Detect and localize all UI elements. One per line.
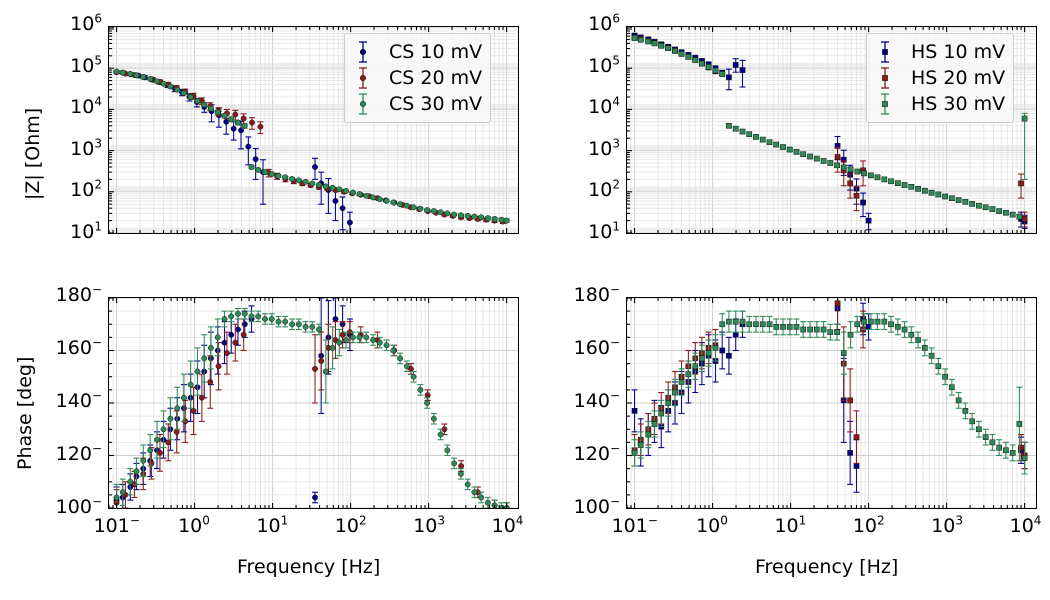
series-cs-20-mv	[113, 318, 510, 508]
xtick-right-3: 102	[852, 513, 885, 537]
ytick-magnitude-5: 101	[70, 219, 102, 243]
legend-label: HS 10 mV	[911, 41, 1006, 63]
cs-magnitude-plot-area	[109, 27, 518, 233]
xtick-left-4: 103	[413, 513, 446, 537]
tick-marks	[109, 27, 508, 233]
ytick-phase-3: 120−	[55, 441, 102, 465]
panel-cs-phase	[108, 297, 519, 509]
panel-hs-magnitude	[626, 26, 1037, 234]
legend-cs-entry-2[interactable]: CS 30 mV	[351, 91, 482, 117]
ytick-magnitude-right-2: 104	[588, 94, 620, 119]
tick-marks	[109, 298, 508, 508]
xtick-right-2: 101	[774, 513, 807, 537]
ytick-magnitude-right-3: 103	[588, 136, 620, 160]
hs-phase-plot-area	[627, 298, 1036, 508]
legend-marker-icon	[873, 39, 907, 65]
panel-hs-phase	[626, 297, 1037, 509]
legend-marker-icon	[351, 65, 385, 91]
legend-label: HS 20 mV	[911, 67, 1006, 89]
legend-label: HS 30 mV	[911, 93, 1006, 115]
series-cs-30-mv	[113, 68, 510, 224]
x-axis-label-left: Frequency [Hz]	[237, 556, 381, 578]
legend-label: CS 20 mV	[389, 67, 483, 89]
ytick-magnitude-1: 105	[70, 53, 102, 77]
tick-marks	[627, 27, 1026, 233]
legend-hs[interactable]: HS 10 mV HS 20 mV HS 30 mV	[866, 33, 1015, 123]
xtick-left-3: 102	[334, 513, 367, 537]
hs-magnitude-plot-area	[627, 27, 1036, 233]
xtick-right-5: 104	[1009, 513, 1042, 537]
ytick-magnitude-0: 106	[70, 11, 102, 35]
ytick-phase-right-3: 120−	[573, 441, 620, 465]
ytick-phase-4: 100−	[55, 494, 102, 518]
tick-marks	[627, 298, 1026, 508]
y-axis-label-phase: Phase [deg]	[14, 356, 36, 470]
ytick-phase-right-4: 100−	[573, 494, 620, 518]
xtick-left-1: 100	[178, 513, 210, 537]
ytick-magnitude-right-4: 102	[588, 178, 620, 202]
ytick-phase-0: 180−	[55, 282, 102, 306]
xtick-left-5: 104	[491, 513, 524, 537]
legend-label: CS 30 mV	[389, 93, 483, 115]
ytick-magnitude-right-0: 106	[588, 11, 620, 35]
y-axis-label-magnitude: |Z| [Ohm]	[22, 107, 44, 200]
ytick-phase-1: 160−	[55, 335, 102, 359]
legend-marker-icon	[351, 39, 385, 65]
ytick-phase-2: 140−	[55, 388, 102, 412]
legend-cs-entry-0[interactable]: CS 10 mV	[351, 39, 482, 65]
ytick-magnitude-2: 104	[70, 94, 102, 119]
x-axis-label-right: Frequency [Hz]	[755, 556, 899, 578]
ytick-magnitude-4: 102	[70, 178, 102, 202]
ytick-magnitude-right-5: 101	[588, 219, 620, 243]
xtick-left-2: 101	[256, 513, 289, 537]
series-hs-10-mv	[631, 298, 1028, 493]
xtick-left-0: 101−	[93, 513, 140, 537]
cs-phase-plot-area	[109, 298, 518, 508]
legend-cs-entry-1[interactable]: CS 20 mV	[351, 65, 482, 91]
legend-hs-entry-0[interactable]: HS 10 mV	[873, 39, 1005, 65]
series-cs-30-mv	[113, 307, 510, 508]
legend-label: CS 10 mV	[389, 41, 483, 63]
legend-marker-icon	[873, 91, 907, 117]
legend-marker-icon	[351, 91, 385, 117]
xtick-right-1: 100	[696, 513, 728, 537]
ytick-phase-right-2: 140−	[573, 388, 620, 412]
xtick-right-4: 103	[931, 513, 964, 537]
ytick-magnitude-right-1: 105	[588, 53, 620, 77]
legend-marker-icon	[873, 65, 907, 91]
xtick-right-0: 101−	[611, 513, 658, 537]
legend-cs[interactable]: CS 10 mV CS 20 mV CS 30 mV	[344, 33, 492, 123]
legend-hs-entry-1[interactable]: HS 20 mV	[873, 65, 1005, 91]
series-hs-30-mv	[631, 35, 1028, 220]
ytick-magnitude-3: 103	[70, 136, 102, 160]
ytick-phase-right-0: 180−	[573, 282, 620, 306]
legend-hs-entry-2[interactable]: HS 30 mV	[873, 91, 1005, 117]
ytick-phase-right-1: 160−	[573, 335, 620, 359]
series-hs-30-mv	[631, 310, 1028, 475]
